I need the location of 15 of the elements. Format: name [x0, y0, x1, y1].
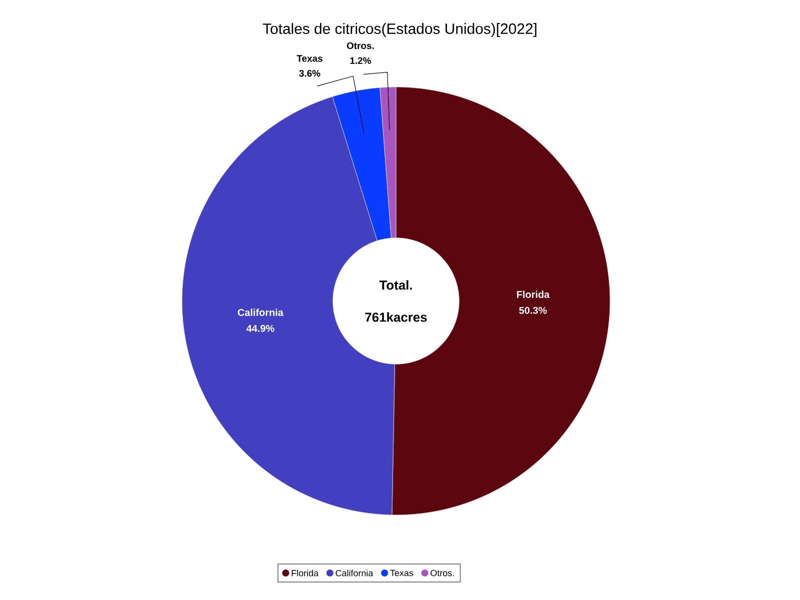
legend-label: Florida	[292, 570, 318, 576]
data-label: 3.6%	[299, 70, 320, 77]
slice-label: Otros.	[346, 42, 374, 50]
slice-label: Florida	[517, 290, 550, 298]
slice-label: Texas	[296, 55, 322, 62]
data-label: 50.3%	[519, 306, 547, 314]
text: 761kacres	[365, 312, 427, 322]
slice-label: California	[238, 308, 284, 316]
text: Total.	[379, 280, 412, 290]
legend-label: Texas	[390, 570, 414, 576]
chart-title: Totales de citricos(Estados Unidos)[2022]	[262, 23, 536, 37]
legend-label: Otros.	[430, 570, 454, 576]
data-label: 44.9%	[246, 324, 274, 332]
legend-label: California	[336, 570, 374, 576]
data-label: 1.2%	[350, 57, 371, 64]
